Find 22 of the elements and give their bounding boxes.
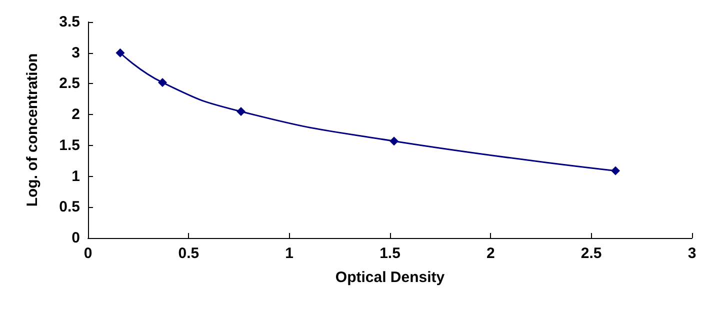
y-tick-label: 3: [72, 44, 80, 62]
point: [116, 48, 125, 58]
x-tick-label: 1: [285, 245, 294, 262]
y-tick-label: 0.5: [59, 198, 80, 216]
y-tick-label: 2.5: [59, 75, 80, 92]
x-axis-title: Optical Density: [335, 269, 446, 286]
y-tick-label: 1.5: [59, 136, 80, 154]
y-tick-label: 2: [72, 106, 80, 124]
x-tick-label: 2: [486, 245, 495, 262]
x-tick-label: 1.5: [380, 245, 400, 262]
x-tick-label: 0: [84, 245, 92, 262]
y-axis-title: Log. of concentration: [24, 53, 41, 207]
point: [158, 78, 167, 87]
x-tick-label: 3: [688, 245, 696, 262]
point: [390, 136, 399, 146]
point: [610, 166, 620, 176]
x-tick-label: 0.5: [178, 245, 200, 262]
x-tick-label: 2.5: [580, 245, 602, 262]
point: [236, 106, 246, 116]
y-tick-label: 1: [72, 168, 80, 185]
y-tick-label: 0: [72, 230, 80, 246]
y-tick-label: 3.5: [59, 14, 80, 30]
